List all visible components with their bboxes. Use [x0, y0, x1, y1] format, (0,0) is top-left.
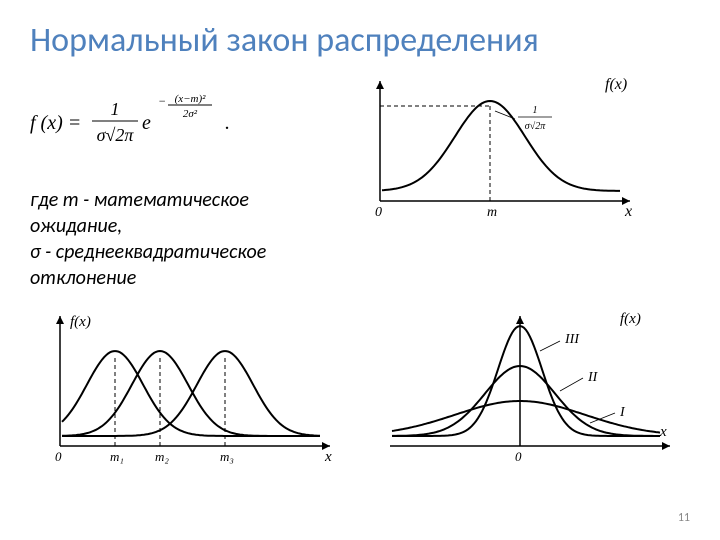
formula-and-desc: f (x) = 1 σ√2π e − (x−m)² 2σ² . где m - …	[30, 71, 330, 291]
svg-text:σ√2π: σ√2π	[525, 121, 546, 132]
frac-bot: σ√2π	[97, 125, 135, 145]
x-arrow	[662, 442, 670, 450]
ylabel: f(x)	[70, 314, 91, 330]
ylabel: f(x)	[620, 311, 641, 327]
tick-0: 0	[375, 205, 382, 220]
chart-three-sigmas: 0 x f(x) I II III	[370, 301, 690, 471]
formula-lhs: f (x) =	[30, 112, 81, 134]
label-I: I	[619, 405, 626, 420]
curve-3	[62, 351, 320, 436]
desc-line1: где m - математическое ожидание,	[30, 187, 330, 239]
frac-top: 1	[111, 99, 120, 119]
tick-m3: m₃	[220, 449, 234, 464]
exp-minus: −	[158, 94, 166, 108]
chart-single-gaussian: 0 m x f(x) 1 σ√2π	[350, 71, 650, 231]
peak-annotation: 1 σ√2π	[495, 105, 552, 132]
ylabel: f(x)	[605, 76, 627, 93]
tick-m: m	[487, 205, 497, 220]
pdf-formula: f (x) = 1 σ√2π e − (x−m)² 2σ² .	[30, 91, 330, 157]
leader-III	[540, 341, 560, 351]
y-arrow	[376, 81, 384, 89]
page-title: Нормальный закон распределения	[30, 20, 690, 61]
desc-line2: σ - среднееквадратическое	[30, 239, 330, 265]
gaussian-curve	[382, 101, 620, 191]
tick-0: 0	[55, 449, 62, 464]
desc-line3: отклонение	[30, 265, 330, 291]
y-arrow	[516, 316, 524, 324]
label-II: II	[587, 370, 599, 385]
row-1: f (x) = 1 σ√2π e − (x−m)² 2σ² . где m - …	[30, 71, 690, 291]
svg-text:1: 1	[533, 105, 538, 116]
xlabel: x	[324, 449, 332, 465]
description: где m - математическое ожидание, σ - сре…	[30, 187, 330, 291]
exp-bot: 2σ²	[183, 108, 198, 120]
tick-m2: m₂	[155, 449, 169, 464]
label-III: III	[564, 332, 580, 347]
formula-e: e	[142, 112, 151, 134]
xlabel: x	[624, 203, 632, 220]
exp-top: (x−m)²	[175, 93, 207, 105]
page-number: 11	[678, 511, 690, 525]
tick-m1: m₁	[110, 449, 124, 464]
row-2: 0 m₁ m₂ m₃ x f(x) 0 x f(x) I II III	[30, 301, 690, 471]
y-arrow	[56, 316, 64, 324]
leader-II	[560, 378, 583, 391]
formula-period: .	[225, 112, 230, 134]
xlabel: x	[659, 424, 667, 440]
chart-three-means: 0 m₁ m₂ m₃ x f(x)	[30, 301, 350, 471]
tick-0: 0	[515, 449, 522, 464]
